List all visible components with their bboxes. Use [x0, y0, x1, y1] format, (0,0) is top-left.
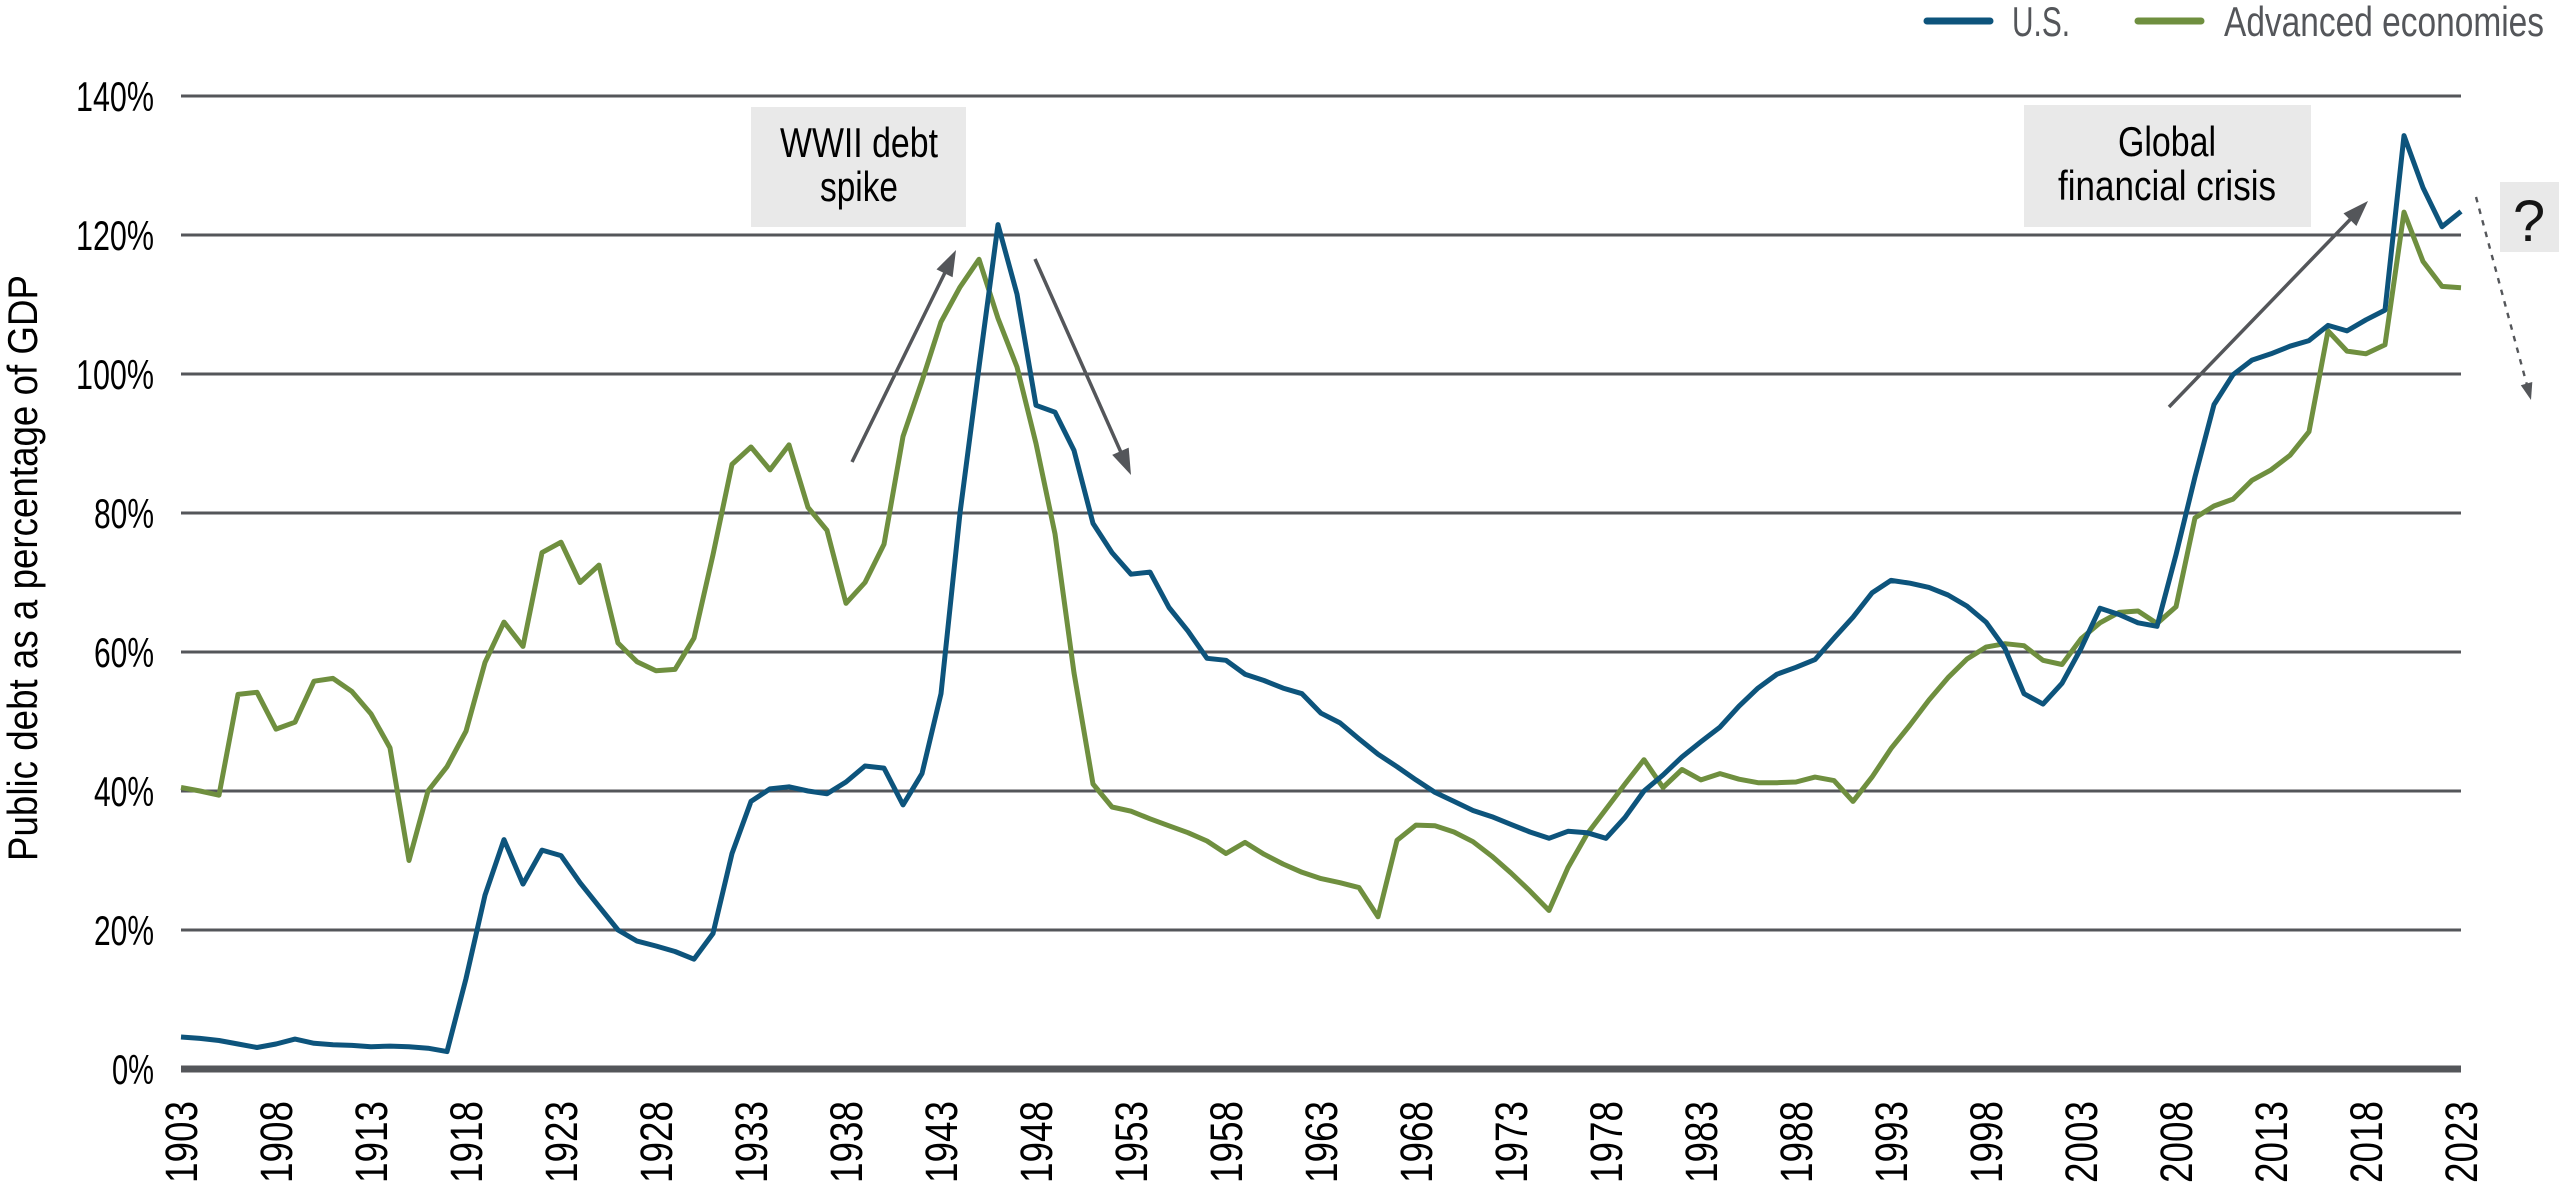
svg-text:WWII debt: WWII debt: [780, 119, 938, 166]
svg-text:1908: 1908: [251, 1101, 302, 1183]
svg-text:1963: 1963: [1296, 1101, 1347, 1183]
svg-text:1988: 1988: [1771, 1101, 1822, 1183]
svg-text:1933: 1933: [726, 1101, 777, 1183]
svg-text:1918: 1918: [441, 1101, 492, 1183]
svg-text:1953: 1953: [1106, 1101, 1157, 1183]
svg-text:20%: 20%: [94, 907, 154, 954]
svg-text:2013: 2013: [2246, 1101, 2297, 1183]
svg-text:2018: 2018: [2341, 1101, 2392, 1183]
svg-text:2023: 2023: [2436, 1101, 2487, 1183]
svg-text:1998: 1998: [1961, 1101, 2012, 1183]
svg-text:1983: 1983: [1676, 1101, 1727, 1183]
svg-text:Advanced economies: Advanced economies: [2224, 0, 2544, 45]
svg-text:1993: 1993: [1866, 1101, 1917, 1183]
svg-text:1948: 1948: [1011, 1101, 1062, 1183]
svg-text:1978: 1978: [1581, 1101, 1632, 1183]
svg-text:spike: spike: [820, 163, 898, 210]
svg-text:120%: 120%: [76, 212, 154, 259]
svg-text:2008: 2008: [2151, 1101, 2202, 1183]
svg-text:Global: Global: [2118, 118, 2216, 165]
svg-text:1923: 1923: [536, 1101, 587, 1183]
svg-text:1973: 1973: [1486, 1101, 1537, 1183]
svg-text:60%: 60%: [94, 629, 154, 676]
svg-text:40%: 40%: [94, 768, 154, 815]
svg-text:1938: 1938: [821, 1101, 872, 1183]
svg-text:U.S.: U.S.: [2012, 0, 2070, 45]
svg-text:0%: 0%: [112, 1046, 154, 1093]
svg-text:?: ?: [2513, 189, 2545, 254]
svg-text:2003: 2003: [2056, 1101, 2107, 1183]
svg-text:140%: 140%: [76, 73, 154, 120]
svg-text:1928: 1928: [631, 1101, 682, 1183]
svg-text:1958: 1958: [1201, 1101, 1252, 1183]
svg-text:1968: 1968: [1391, 1101, 1442, 1183]
svg-text:80%: 80%: [94, 490, 154, 537]
svg-text:1943: 1943: [916, 1101, 967, 1183]
svg-text:Public debt as a percentage of: Public debt as a percentage of GDP: [0, 275, 46, 861]
svg-text:100%: 100%: [76, 351, 154, 398]
svg-text:1913: 1913: [346, 1101, 397, 1183]
svg-text:1903: 1903: [156, 1101, 207, 1183]
svg-text:financial crisis: financial crisis: [2058, 162, 2276, 209]
